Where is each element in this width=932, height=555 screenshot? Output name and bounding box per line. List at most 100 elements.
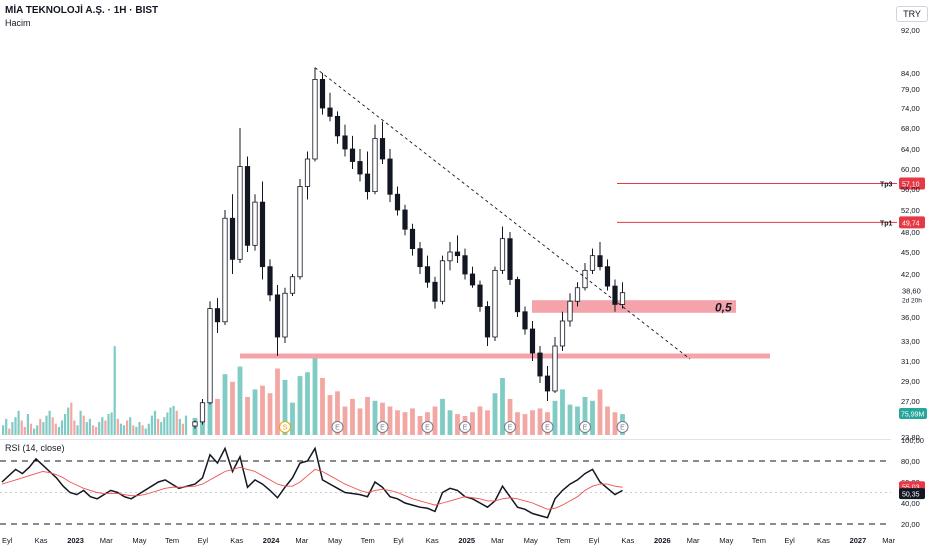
candle-body [289, 276, 296, 294]
volume-bar [470, 412, 475, 435]
time-tick-label: May [719, 536, 733, 545]
time-tick-label: May [328, 536, 342, 545]
candle-body [364, 173, 371, 193]
volume-bar [132, 425, 135, 435]
volume-bar [104, 420, 107, 435]
volume-bar [51, 417, 54, 435]
volume-bar [36, 425, 39, 435]
event-marker-label: E [380, 425, 385, 432]
currency-button[interactable]: TRY [896, 6, 928, 22]
price-axis[interactable]: 92,00 84,00 79,00 74,00 68,00 64,00 60,00 56,00… [899, 26, 927, 442]
volume-bar [515, 412, 520, 435]
volume-bar [82, 415, 85, 435]
target-label: Tp1 [880, 220, 893, 227]
price-tick-label: 84,00 [901, 69, 920, 78]
volume-bar [222, 374, 228, 435]
volume-bar [17, 410, 20, 435]
countdown-value: 2d 20h [902, 298, 922, 305]
candle-body [192, 421, 198, 427]
volume-bar [402, 412, 408, 435]
candle-body [417, 248, 423, 268]
volume-bar [560, 389, 565, 435]
volume-bar [88, 418, 91, 435]
event-marker [579, 421, 591, 433]
trendline [314, 67, 691, 360]
candle-body [492, 269, 498, 338]
volume-bar [135, 426, 138, 435]
rsi-line [1, 446, 623, 519]
candle-body [499, 238, 506, 271]
rsi-tick-label: 100,00 [901, 436, 924, 445]
price-tick-label: 56,00 [901, 185, 920, 194]
event-marker-label: E [508, 425, 513, 432]
candle-body [229, 217, 236, 260]
candle-body [567, 300, 573, 322]
candle-body [432, 281, 438, 302]
candle-body [529, 328, 536, 354]
candle-body [469, 273, 476, 286]
rsi-label: RSI (14, close) [5, 443, 65, 453]
candle-body [402, 209, 408, 230]
volume-bars [2, 346, 625, 435]
target-price-value: 49,74 [902, 220, 920, 227]
candle-body [559, 320, 566, 347]
candle-body [252, 201, 258, 246]
volume-bar [107, 414, 110, 435]
rsi-ma-line [1, 466, 623, 510]
volume-bar [169, 407, 172, 435]
candle-body [477, 284, 483, 307]
time-tick-label: Eyl [589, 536, 600, 545]
volume-bar [237, 366, 243, 435]
volume-bar [119, 423, 122, 435]
volume-bar [113, 346, 116, 435]
target-price-badge [899, 177, 925, 190]
event-marker-label: E [583, 425, 588, 432]
candle-body [349, 148, 356, 162]
volume-bar [440, 398, 445, 435]
volume-bar [447, 410, 453, 435]
time-tick-label: Eyl [393, 536, 404, 545]
volume-bar [290, 402, 295, 435]
rsi-tick-label: 80,00 [901, 457, 920, 466]
candle-body [424, 266, 431, 283]
volume-bar [2, 425, 5, 435]
volume-bar [166, 412, 169, 435]
candle-body [597, 255, 603, 268]
candle-body [312, 79, 318, 160]
annotation-zones: 0,5 [240, 300, 770, 359]
candle-body [214, 308, 221, 323]
candle-body [222, 217, 228, 323]
volume-bar [575, 406, 580, 435]
volume-bar [163, 417, 166, 435]
time-tick-label: Mar [295, 536, 308, 545]
candle-body [484, 306, 491, 338]
time-tick-label: Tem [361, 536, 375, 545]
volume-bar [64, 414, 67, 435]
candle-body [267, 266, 273, 296]
volume-bar [207, 391, 213, 435]
time-tick-label: 2026 [654, 536, 671, 545]
volume-bar [98, 422, 101, 435]
price-tick-label: 64,00 [901, 145, 920, 154]
time-tick-label: Tem [165, 536, 179, 545]
time-tick-label: Mar [100, 536, 113, 545]
time-tick-label: Kas [621, 536, 634, 545]
candle-body [589, 255, 596, 271]
candle-body [439, 260, 446, 302]
volume-bar [372, 400, 378, 435]
time-tick-label: Eyl [198, 536, 209, 545]
candle-body [282, 292, 288, 338]
volume-bar [184, 415, 188, 435]
volume-bar [11, 422, 14, 435]
target-lines: Tp3 57,10 Tp1 49,74 [617, 177, 925, 229]
volume-bar [157, 418, 160, 435]
volume-bar [79, 410, 82, 435]
volume-bar [342, 406, 348, 435]
volume-bar [57, 426, 60, 435]
volume-bar [612, 412, 618, 435]
time-axis[interactable]: Eyl Kas 2023 Mar May Tem Eyl Kas 2024 Mar May Tem Ey… [2, 536, 896, 545]
candle-body [454, 251, 461, 257]
volume-bar [26, 414, 29, 435]
